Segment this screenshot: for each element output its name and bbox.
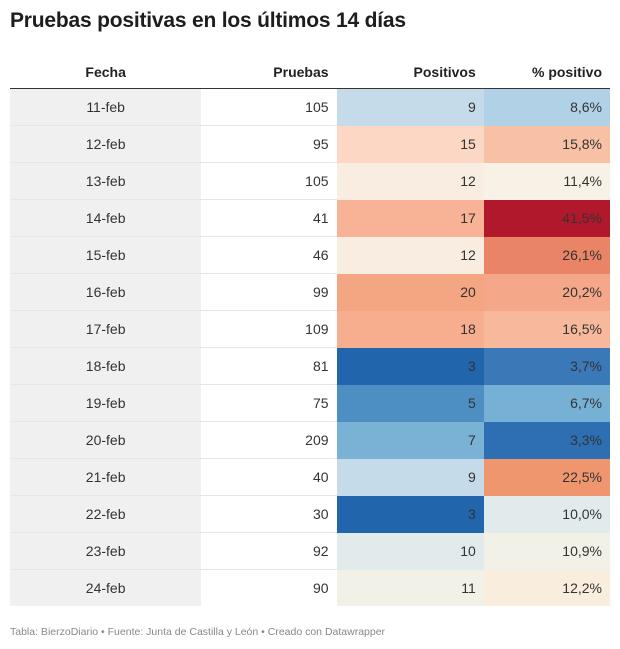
table-row: 22-feb 30 3 10,0% xyxy=(10,495,610,533)
cell-pct-positivo: 10,9% xyxy=(483,532,610,570)
cell-pruebas: 209 xyxy=(201,421,337,459)
cell-fecha: 12-feb xyxy=(10,125,202,163)
cell-fecha: 19-feb xyxy=(10,384,202,422)
cell-pruebas: 95 xyxy=(201,125,337,163)
cell-pct-positivo: 22,5% xyxy=(483,458,610,496)
table-row: 13-feb 105 12 11,4% xyxy=(10,162,610,200)
table-header-row: Fecha Pruebas Positivos % positivo xyxy=(10,56,610,89)
table-row: 20-feb 209 7 3,3% xyxy=(10,421,610,459)
cell-positivos: 3 xyxy=(336,495,484,533)
cell-fecha: 23-feb xyxy=(10,532,202,570)
cell-pruebas: 81 xyxy=(201,347,337,385)
cell-pct-positivo: 3,7% xyxy=(483,347,610,385)
cell-positivos: 7 xyxy=(336,421,484,459)
data-table: Fecha Pruebas Positivos % positivo 11-fe… xyxy=(10,56,610,606)
table-row: 21-feb 40 9 22,5% xyxy=(10,458,610,496)
cell-pct-positivo: 26,1% xyxy=(483,236,610,274)
cell-pct-positivo: 15,8% xyxy=(483,125,610,163)
cell-fecha: 22-feb xyxy=(10,495,202,533)
table-row: 15-feb 46 12 26,1% xyxy=(10,236,610,274)
column-header-pct-positivo[interactable]: % positivo xyxy=(483,56,610,89)
cell-pruebas: 46 xyxy=(201,236,337,274)
source-footer: Tabla: BierzoDiario • Fuente: Junta de C… xyxy=(10,626,386,638)
cell-positivos: 9 xyxy=(336,88,484,126)
cell-pruebas: 41 xyxy=(201,199,337,237)
column-header-pruebas[interactable]: Pruebas xyxy=(201,56,337,89)
cell-positivos: 18 xyxy=(336,310,484,348)
chart-title: Pruebas positivas en los últimos 14 días xyxy=(10,9,406,32)
cell-pct-positivo: 12,2% xyxy=(483,569,610,606)
cell-pruebas: 90 xyxy=(312,580,329,596)
cell-pct-positivo: 16,5% xyxy=(483,310,610,348)
cell-fecha: 18-feb xyxy=(10,347,202,385)
cell-pct-positivo: 11,4% xyxy=(483,162,610,200)
cell-pruebas: 105 xyxy=(201,88,337,126)
cell-fecha: 13-feb xyxy=(10,162,202,200)
cell-positivos: 5 xyxy=(336,384,484,422)
table-row: 11-feb 105 9 8,6% xyxy=(10,88,610,126)
cell-fecha: 16-feb xyxy=(10,273,202,311)
table-row: 18-feb 81 3 3,7% xyxy=(10,347,610,385)
cell-pct-positivo: 41,5% xyxy=(483,199,610,237)
cell-fecha: 24-feb xyxy=(10,569,202,606)
cell-pruebas: 105 xyxy=(201,162,337,200)
cell-pct-positivo: 6,7% xyxy=(483,384,610,422)
table-row: 14-feb 41 17 41,5% xyxy=(10,199,610,237)
cell-positivos: 12 xyxy=(336,162,484,200)
cell-pct-positivo: 3,3% xyxy=(483,421,610,459)
cell-positivos: 11 xyxy=(336,569,484,606)
cell-pruebas: 109 xyxy=(201,310,337,348)
cell-pct-positivo: 20,2% xyxy=(483,273,610,311)
cell-positivos: 12 xyxy=(336,236,484,274)
cell-pct-positivo: 10,0% xyxy=(483,495,610,533)
table-row: 12-feb 95 15 15,8% xyxy=(10,125,610,163)
cell-fecha: 14-feb xyxy=(10,199,202,237)
table-row: 23-feb 92 10 10,9% xyxy=(10,532,610,570)
table-row: 16-feb 99 20 20,2% xyxy=(10,273,610,311)
cell-positivos: 3 xyxy=(336,347,484,385)
cell-pruebas: 99 xyxy=(201,273,337,311)
table-row: 19-feb 75 5 6,7% xyxy=(10,384,610,422)
table-body: 11-feb 105 9 8,6% 12-feb 95 15 15,8% 13-feb 105 12… xyxy=(10,88,610,606)
cell-pct-positivo: 8,6% xyxy=(483,88,610,126)
table-row: 17-feb 109 18 16,5% xyxy=(10,310,610,348)
cell-fecha: 11-feb xyxy=(10,88,202,126)
cell-fecha: 17-feb xyxy=(10,310,202,348)
column-header-positivos[interactable]: Positivos xyxy=(336,56,484,89)
column-header-fecha[interactable]: Fecha xyxy=(10,56,202,89)
cell-pruebas: 75 xyxy=(201,384,337,422)
cell-positivos: 9 xyxy=(336,458,484,496)
cell-positivos: 15 xyxy=(336,125,484,163)
cell-positivos: 20 xyxy=(336,273,484,311)
cell-pruebas: 40 xyxy=(201,458,337,496)
cell-fecha: 15-feb xyxy=(10,236,202,274)
cell-positivos: 17 xyxy=(336,199,484,237)
cell-pruebas: 30 xyxy=(201,495,337,533)
table-row: 24-feb 90 11 12,2% xyxy=(10,569,610,606)
cell-fecha: 21-feb xyxy=(10,458,202,496)
cell-positivos: 10 xyxy=(336,532,484,570)
cell-fecha: 20-feb xyxy=(10,421,202,459)
cell-pruebas: 92 xyxy=(201,532,337,570)
